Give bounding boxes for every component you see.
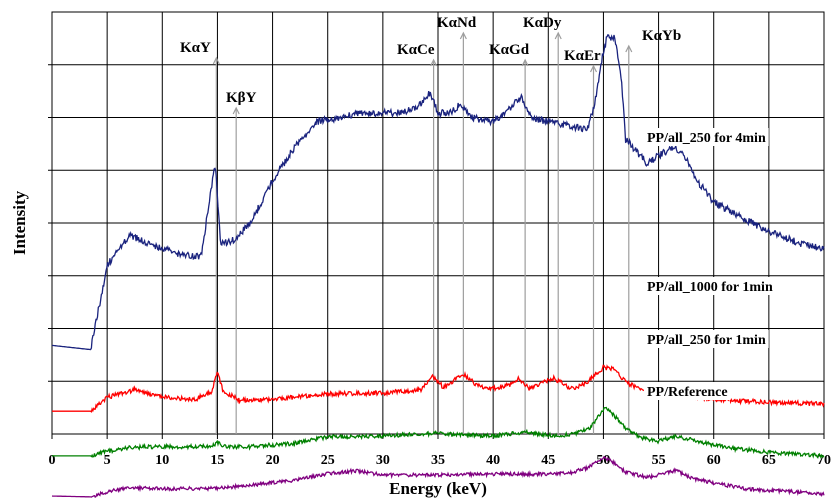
x-tick-label: 0 xyxy=(49,453,56,468)
emission-line-label: KαYb xyxy=(642,28,681,44)
series-line xyxy=(51,455,825,499)
x-tick-label: 25 xyxy=(321,453,335,468)
x-tick-label: 40 xyxy=(486,453,500,468)
arrow-head-icon xyxy=(625,44,633,53)
emission-line-markers xyxy=(212,31,633,434)
arrow-head-icon xyxy=(430,58,438,67)
series-label: PP/all_250 for 1min xyxy=(647,333,766,348)
series-label-background xyxy=(644,382,731,400)
series-label-background xyxy=(644,330,769,348)
arrow-head-icon xyxy=(521,58,529,67)
series-label: PP/all_250 for 4min xyxy=(647,131,766,146)
emission-line-label: KαY xyxy=(180,40,211,56)
x-tick-label: 55 xyxy=(652,453,666,468)
y-axis-ticks xyxy=(48,64,52,382)
emission-line-label: KαGd xyxy=(489,42,530,58)
x-tick-label: 20 xyxy=(266,453,280,468)
x-tick-label: 65 xyxy=(762,453,776,468)
arrow-head-icon xyxy=(232,106,240,115)
series-label: PP/all_1000 for 1min xyxy=(647,280,773,295)
x-tick-label: 15 xyxy=(210,453,224,468)
x-tick-label: 35 xyxy=(431,453,445,468)
gridlines xyxy=(52,12,824,434)
x-tick-label: 70 xyxy=(817,453,831,468)
emission-line-label: KαEr xyxy=(564,48,601,64)
x-axis-ticks xyxy=(51,434,825,439)
emission-line-label: KαDy xyxy=(523,15,562,31)
x-axis-label: Energy (keV) xyxy=(389,479,487,498)
x-tick-label: 45 xyxy=(541,453,555,468)
emission-line-label: KαNd xyxy=(437,15,477,31)
x-tick-label: 60 xyxy=(707,453,721,468)
y-axis-label: Intensity xyxy=(10,190,29,255)
arrow-head-icon xyxy=(554,31,562,40)
arrow-head-icon xyxy=(589,64,598,73)
series-label: PP/Reference xyxy=(647,385,728,400)
x-tick-label: 30 xyxy=(376,453,390,468)
series-label-background xyxy=(644,277,776,295)
x-tick-labels: 0 5 10 15 20 25 30 35 40 45 50 55 60 65 70 xyxy=(49,453,832,468)
x-tick-label: 10 xyxy=(155,453,169,468)
arrow-head-icon xyxy=(459,31,467,40)
series-line xyxy=(52,406,825,460)
series-line xyxy=(51,34,825,351)
emission-line-label: KαCe xyxy=(397,42,435,58)
arrow-head-icon xyxy=(212,56,220,65)
series-label-background xyxy=(644,128,769,146)
series-labels: PP/all_250 for 4min PP/all_1000 for 1min P… xyxy=(644,128,776,400)
x-tick-label: 5 xyxy=(104,453,111,468)
x-tick-label: 50 xyxy=(596,453,610,468)
emission-line-label: KβY xyxy=(226,90,257,106)
